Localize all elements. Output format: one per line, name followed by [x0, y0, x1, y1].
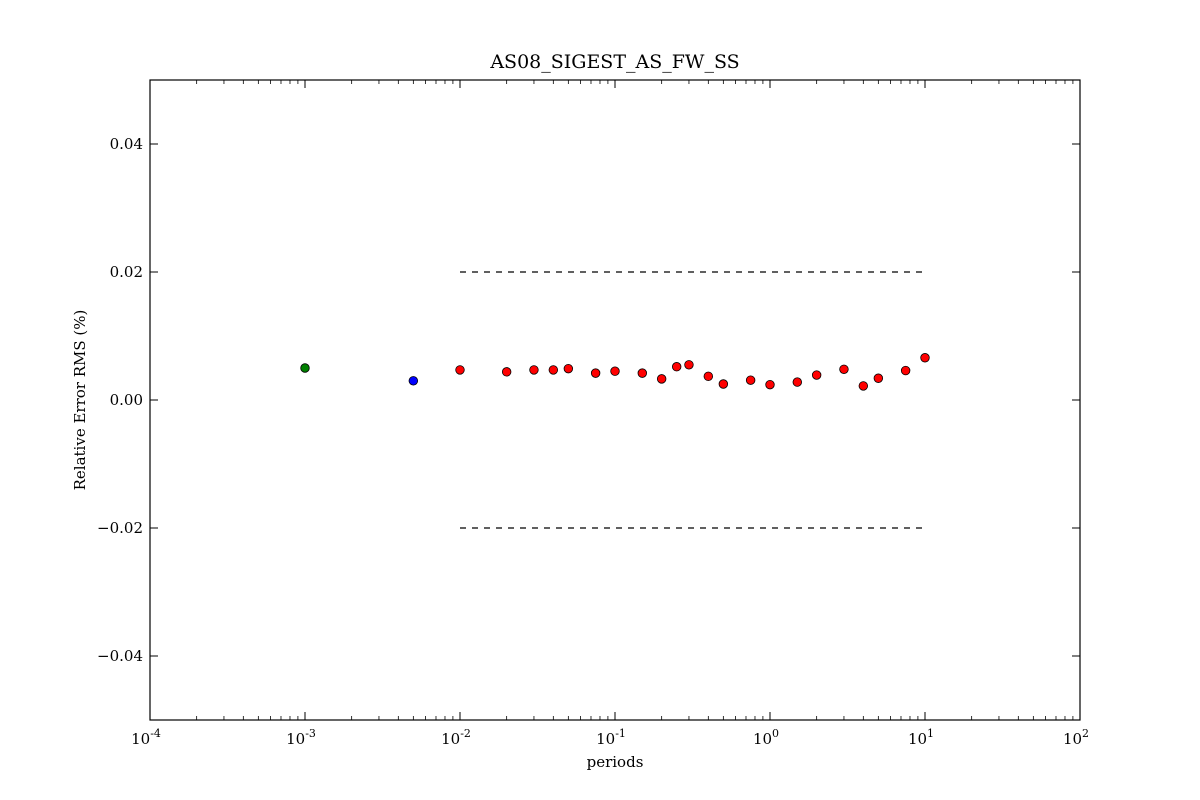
y-tick-label: −0.02 — [97, 519, 143, 537]
sa-point — [656, 374, 667, 384]
x-tick-label-exponent: 1 — [927, 727, 934, 740]
sa-point — [873, 373, 884, 383]
sa-point — [920, 353, 930, 363]
y-tick-label: 0.02 — [110, 263, 143, 281]
sa-point — [792, 377, 802, 387]
sa-point — [590, 368, 601, 378]
sa-point — [529, 365, 539, 375]
x-tick-label-exponent: -3 — [305, 727, 316, 740]
y-tick-label: 0.04 — [110, 135, 143, 153]
x-tick-label-base: 10 — [286, 730, 305, 748]
x-axis-label: periods — [587, 753, 644, 771]
x-tick-label-base: 10 — [596, 730, 615, 748]
x-tick-label: 101 — [908, 727, 934, 748]
sa-point — [900, 365, 911, 376]
sa-point — [671, 362, 682, 372]
sa-point — [501, 367, 512, 377]
x-tick-label-base: 10 — [908, 730, 927, 748]
x-tick-label-exponent: 0 — [772, 727, 779, 740]
chart-title: AS08_SIGEST_AS_FW_SS — [489, 51, 739, 73]
sa-point — [839, 364, 849, 374]
y-tick-label: −0.04 — [97, 647, 143, 665]
pgv-point — [408, 376, 419, 386]
y-axis-label: Relative Error RMS (%) — [71, 310, 89, 491]
y-tick-label: 0.00 — [110, 391, 143, 409]
sa-point — [684, 360, 694, 370]
data-points — [300, 353, 930, 391]
sa-point — [637, 368, 647, 378]
x-tick-label: 10-4 — [131, 727, 161, 748]
sa-point — [858, 381, 869, 391]
x-tick-label: 100 — [753, 727, 779, 748]
sa-point — [563, 363, 574, 374]
sa-point — [745, 375, 756, 385]
x-tick-label: 10-3 — [286, 727, 316, 748]
x-tick-label-base: 10 — [1063, 730, 1082, 748]
sa-point — [455, 365, 465, 375]
x-tick-label-exponent: -4 — [150, 727, 161, 740]
x-tick-label-base: 10 — [753, 730, 772, 748]
x-tick-label-base: 10 — [441, 730, 460, 748]
x-tick-label-exponent: 2 — [1082, 727, 1089, 740]
x-tick-label: 10-1 — [596, 727, 626, 748]
sa-point — [765, 379, 775, 390]
sa-point — [548, 365, 559, 375]
sa-point — [811, 370, 822, 380]
x-tick-label: 102 — [1063, 727, 1089, 748]
x-tick-label-exponent: -1 — [615, 727, 626, 740]
axis-ticks: 10-4 10-3 10-2 10-1 100 101 1020.040.020.00−0.… — [97, 80, 1089, 748]
reference-lines — [460, 271, 925, 529]
sa-point — [718, 379, 729, 389]
sa-point — [610, 366, 620, 376]
plot-frame — [149, 79, 1081, 721]
x-tick-label-exponent: -2 — [460, 727, 471, 740]
x-tick-label: 10-2 — [441, 727, 471, 748]
pga-point — [300, 363, 310, 373]
sa-point — [703, 371, 714, 382]
x-tick-label-base: 10 — [131, 730, 150, 748]
